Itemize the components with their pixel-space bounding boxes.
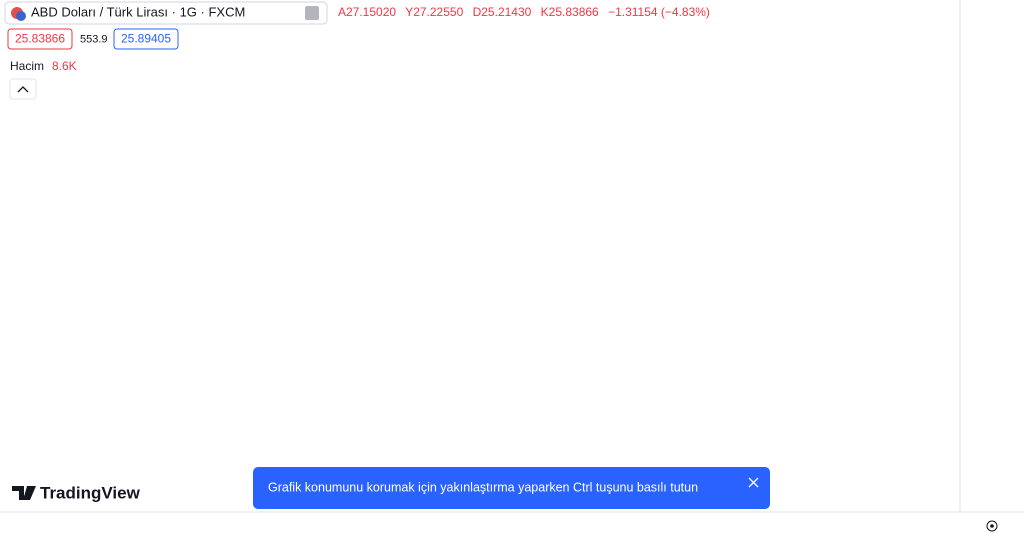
toast-close[interactable] [748,477,759,488]
ohlc-close: K25.83866 [541,5,599,19]
toast-text: Grafik konumunu korumak için yakınlaştır… [268,480,698,494]
flag-icon [16,11,26,21]
logo-text: TradingView [40,483,141,502]
buy-box[interactable] [113,28,179,50]
ohlc-open: A27.15020 [338,5,396,19]
collapse-button[interactable] [9,78,37,100]
ohlc-low: D25.21430 [473,5,532,19]
ask-price[interactable]: 25.89405 [121,32,171,46]
symbol-title[interactable]: ABD Doları / Türk Lirası · 1G · FXCM [31,4,245,19]
collapse-icon [17,86,29,93]
logo-mark [12,486,36,500]
bid-price[interactable]: 25.83866 [15,32,65,46]
sell-box[interactable] [7,28,73,50]
ohlc-legend: A27.15020 Y27.22550 D25.21430 K25.83866 … [338,5,710,19]
settings-icon-dot [990,524,994,528]
ohlc-high: Y27.22550 [405,5,463,19]
settings-icon[interactable] [986,520,998,532]
compare-icon[interactable] [305,6,319,20]
spread: 553.9 [80,33,108,45]
ohlc-change: −1.31154 (−4.83%) [608,5,710,19]
volume-legend-title: Hacim [10,59,44,73]
volume-legend-value: 8.6K [52,59,77,73]
toast [253,467,770,509]
symbol-box[interactable] [4,1,328,25]
